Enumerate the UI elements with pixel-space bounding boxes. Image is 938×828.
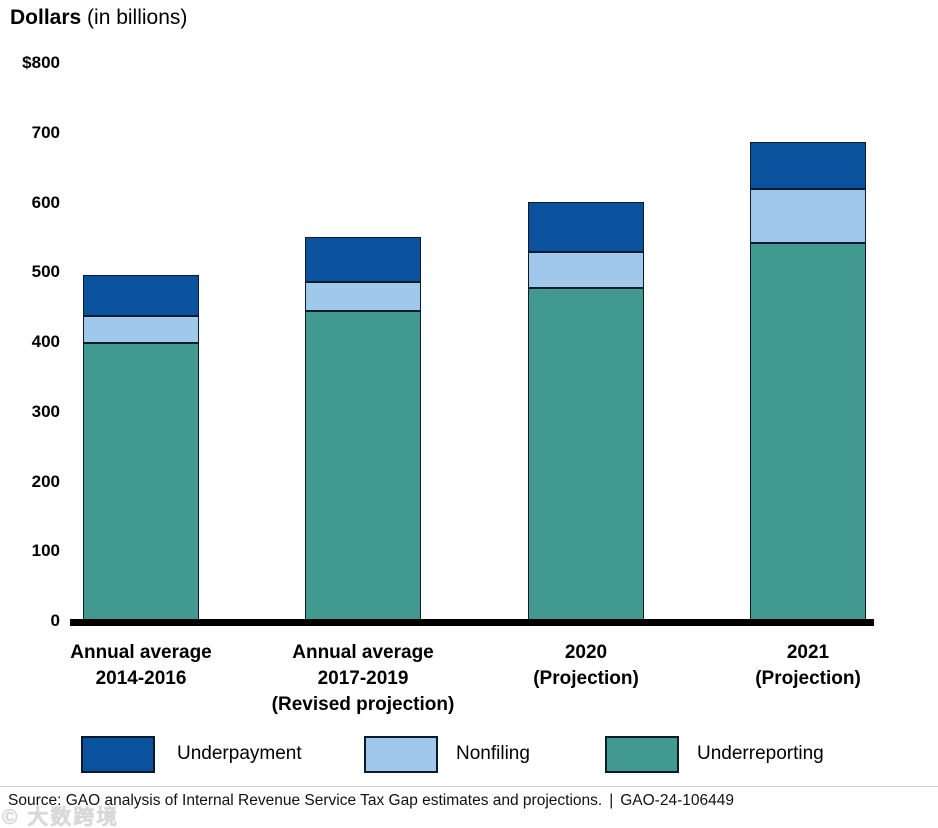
x-tick-label-line: 2020: [564, 642, 608, 663]
report-number: GAO-24-106449: [620, 792, 734, 809]
bar-segment-underreporting: [83, 343, 199, 621]
x-tick-label: 2020 (Projection): [476, 640, 696, 692]
chart-title-unit: Dollars: [10, 6, 82, 29]
x-tick-label-line: 2021: [786, 642, 830, 663]
x-tick-label-line: Annual average: [292, 642, 434, 663]
y-tick-label: 200: [31, 471, 60, 491]
legend-swatch-underpayment: [81, 736, 155, 773]
bar-segment-nonfiling: [305, 282, 421, 311]
chart-title-qualifier: (in billions): [81, 6, 188, 29]
legend-swatch-nonfiling: [364, 736, 438, 773]
x-tick-label-line: 2017-2019: [317, 668, 409, 689]
y-tick-label: 300: [31, 401, 60, 421]
bar-group: [83, 275, 199, 621]
y-tick-label: 100: [31, 541, 60, 561]
legend-label-nonfiling: Nonfiling: [456, 743, 530, 764]
y-tick-label: 0: [50, 611, 60, 630]
bar-group: [750, 141, 866, 621]
legend-label-underreporting: Underreporting: [697, 743, 824, 764]
chart-title: Dollars (in billions): [10, 6, 187, 30]
x-tick-label-line: (Projection): [755, 668, 861, 689]
x-axis-line: [70, 619, 874, 626]
y-tick-label: 500: [31, 262, 60, 282]
bar-segment-underpayment: [528, 201, 644, 253]
x-tick-label-line: Annual average: [70, 642, 212, 663]
source-separator: |: [609, 792, 614, 809]
footer-divider: [0, 786, 938, 787]
bar-group: [528, 201, 644, 621]
x-tick-label-line: (Revised projection): [271, 694, 455, 715]
bar-segment-nonfiling: [528, 252, 644, 288]
x-tick-label-line: (Projection): [533, 668, 639, 689]
x-tick-label: Annual average 2017-2019 (Revised projecti…: [253, 640, 473, 718]
bar-segment-nonfiling: [750, 189, 866, 243]
bar-segment-underreporting: [528, 287, 644, 621]
bar-segment-underreporting: [750, 242, 866, 621]
bar-group: [305, 237, 421, 621]
y-tick-label: $800: [22, 53, 60, 72]
x-tick-label: Annual average 2014-2016: [31, 640, 251, 692]
source-text: Source: GAO analysis of Internal Revenue…: [8, 792, 603, 809]
bar-segment-underpayment: [83, 275, 199, 317]
bar-segment-underpayment: [750, 141, 866, 190]
y-tick-label: 400: [31, 332, 60, 351]
bar-segment-nonfiling: [83, 316, 199, 344]
legend-label-underpayment: Underpayment: [177, 743, 302, 764]
bar-segment-underreporting: [305, 310, 421, 621]
y-tick-label: 700: [31, 122, 60, 142]
bar-segment-underpayment: [305, 237, 421, 283]
x-tick-label: 2021 (Projection): [698, 640, 918, 692]
legend-swatch-underreporting: [605, 736, 679, 773]
watermark: © 大数跨境: [2, 806, 120, 828]
source-note: Source: GAO analysis of Internal Revenue…: [8, 792, 734, 810]
y-tick-label: 600: [31, 192, 60, 212]
x-tick-label-line: 2014-2016: [95, 668, 187, 689]
